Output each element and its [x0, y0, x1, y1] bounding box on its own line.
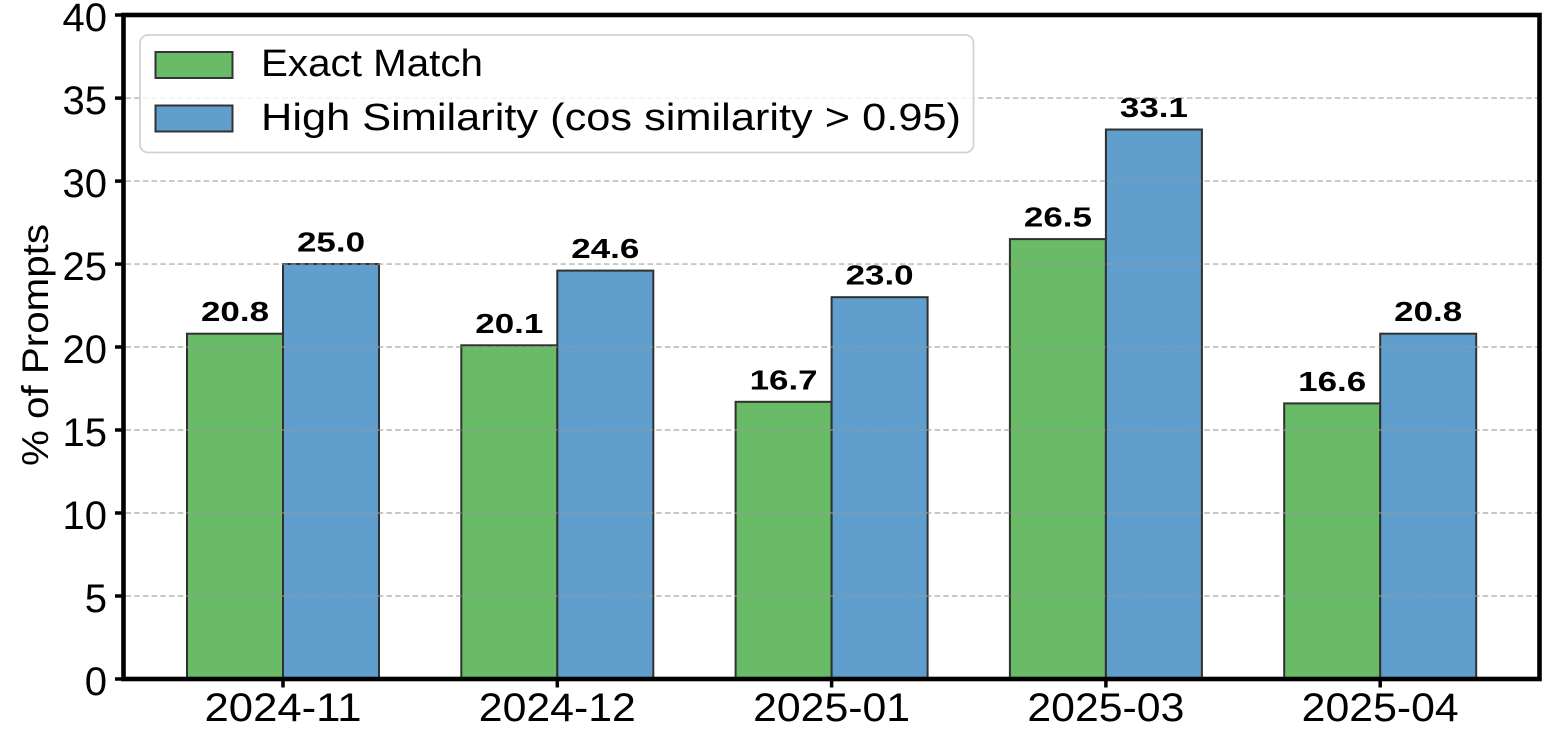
svg-text:5: 5: [85, 577, 107, 621]
svg-text:16.6: 16.6: [1298, 366, 1366, 397]
svg-text:High Similarity (cos similarit: High Similarity (cos similarity > 0.95): [261, 97, 961, 139]
svg-text:2025-04: 2025-04: [1302, 686, 1459, 730]
svg-text:35: 35: [63, 79, 108, 123]
svg-text:2025-03: 2025-03: [1027, 686, 1184, 730]
svg-text:30: 30: [63, 162, 108, 206]
svg-text:2025-01: 2025-01: [753, 686, 910, 730]
svg-text:33.1: 33.1: [1120, 92, 1188, 123]
svg-text:20.8: 20.8: [1394, 296, 1462, 327]
svg-text:% of Prompts: % of Prompts: [15, 224, 56, 466]
svg-text:Exact Match: Exact Match: [261, 43, 483, 85]
svg-text:24.6: 24.6: [571, 233, 639, 264]
svg-text:25: 25: [63, 245, 108, 289]
svg-text:20: 20: [63, 328, 108, 372]
svg-text:0: 0: [85, 660, 107, 704]
svg-text:20.8: 20.8: [201, 296, 269, 327]
svg-text:16.7: 16.7: [750, 364, 818, 395]
svg-text:26.5: 26.5: [1024, 202, 1092, 233]
svg-text:20.1: 20.1: [475, 308, 543, 339]
svg-text:40: 40: [63, 0, 108, 40]
svg-text:2024-12: 2024-12: [479, 686, 636, 730]
svg-text:10: 10: [63, 494, 108, 538]
svg-text:23.0: 23.0: [846, 260, 914, 291]
svg-text:25.0: 25.0: [297, 227, 365, 258]
svg-text:15: 15: [63, 411, 108, 455]
svg-text:2024-11: 2024-11: [205, 686, 362, 730]
